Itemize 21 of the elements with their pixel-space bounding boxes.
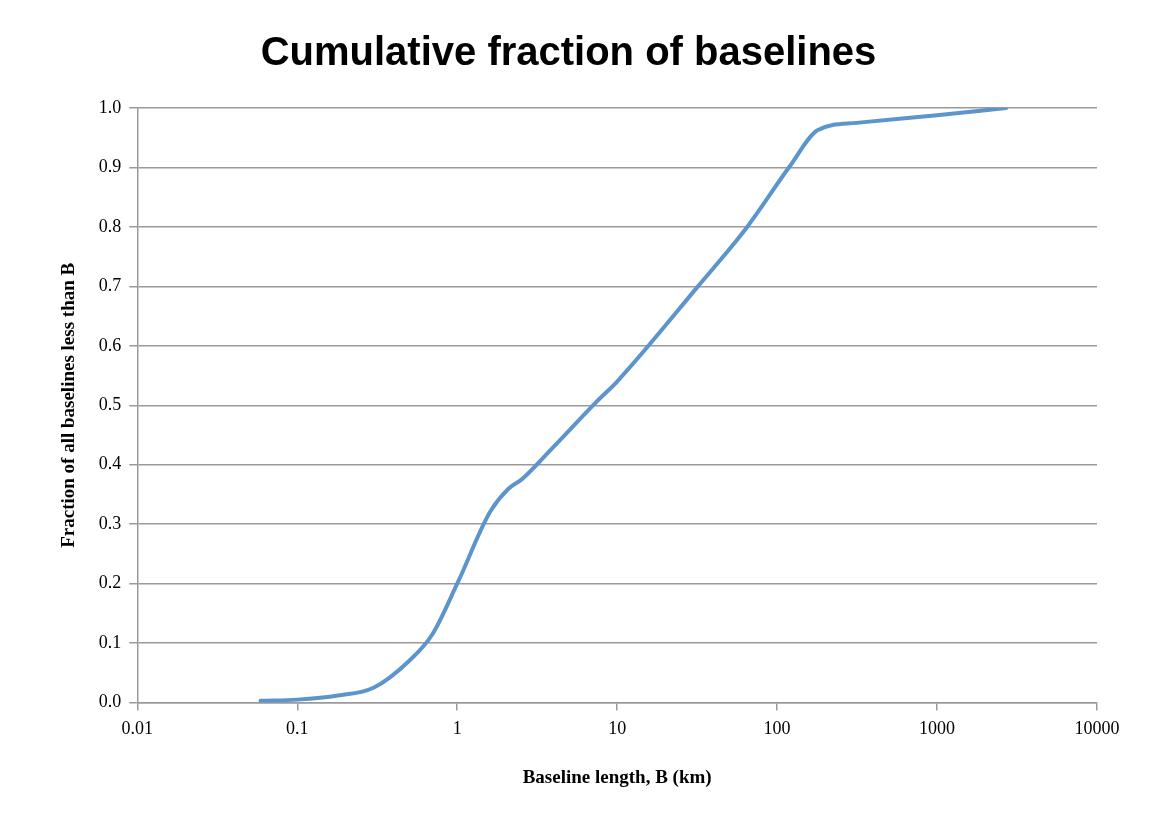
x-tick-label: 10 (608, 718, 627, 739)
x-tick-label: 1 (452, 718, 462, 739)
x-tick-label: 10000 (1074, 718, 1120, 739)
y-axis-title: Fraction of all baselines less than B (57, 262, 79, 548)
y-tick-label: 0.3 (98, 512, 122, 533)
y-tick-label: 0.5 (98, 394, 122, 415)
x-tick-label: 1000 (919, 718, 956, 739)
x-axis-title: Baseline length, B (km) (522, 765, 712, 788)
y-tick-label: 0.4 (98, 453, 122, 474)
y-tick-label: 0.1 (98, 631, 122, 652)
y-tick-label: 0.0 (98, 691, 122, 712)
y-tick-label: 0.2 (98, 572, 122, 593)
x-tick-label: 100 (763, 718, 791, 739)
y-tick-label: 0.8 (98, 215, 122, 236)
x-tick-label: 0.1 (286, 718, 309, 739)
x-tick-label: 0.01 (121, 718, 154, 739)
chart-title: Cumulative fraction of baselines (260, 29, 877, 74)
y-tick-label: 0.7 (98, 275, 122, 296)
y-tick-label: 1.0 (98, 96, 122, 117)
y-tick-label: 0.9 (98, 156, 122, 177)
y-tick-label: 0.6 (98, 334, 122, 355)
